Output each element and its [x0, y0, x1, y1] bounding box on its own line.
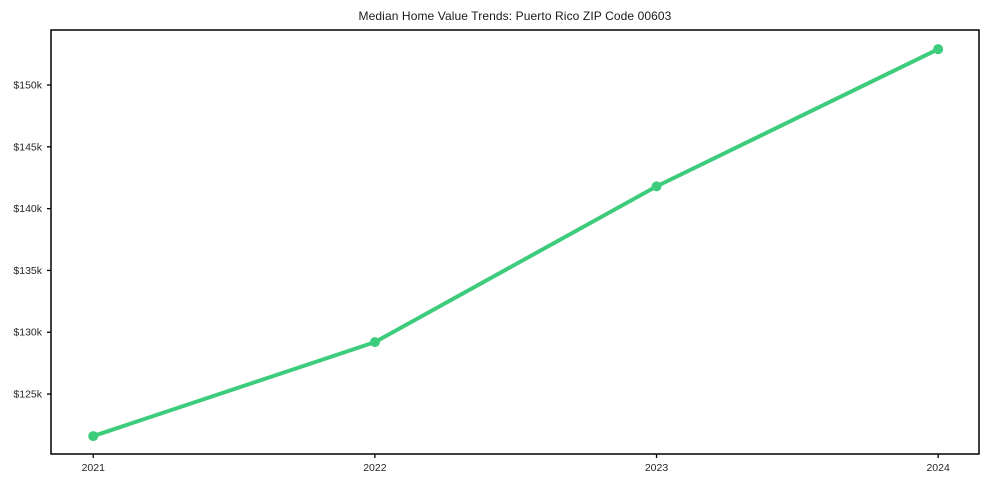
x-tick-label: 2023: [645, 462, 669, 474]
chart-title: Median Home Value Trends: Puerto Rico ZI…: [358, 9, 672, 23]
y-tick-label: $125k: [13, 389, 42, 401]
data-point-marker: [369, 337, 380, 348]
x-tick-label: 2024: [926, 462, 950, 474]
plot-border: [50, 29, 980, 455]
data-point-marker: [933, 44, 944, 55]
data-point-marker: [88, 431, 99, 442]
y-tick-label: $130k: [13, 327, 42, 339]
data-point-marker: [651, 181, 662, 192]
y-tick-label: $145k: [13, 141, 42, 153]
x-tick-label: 2021: [82, 462, 106, 474]
y-tick-label: $150k: [13, 80, 42, 92]
x-tick-label: 2022: [363, 462, 387, 474]
trend-line: [91, 47, 941, 439]
y-tick-label: $140k: [13, 203, 42, 215]
y-tick-label: $135k: [13, 265, 42, 277]
